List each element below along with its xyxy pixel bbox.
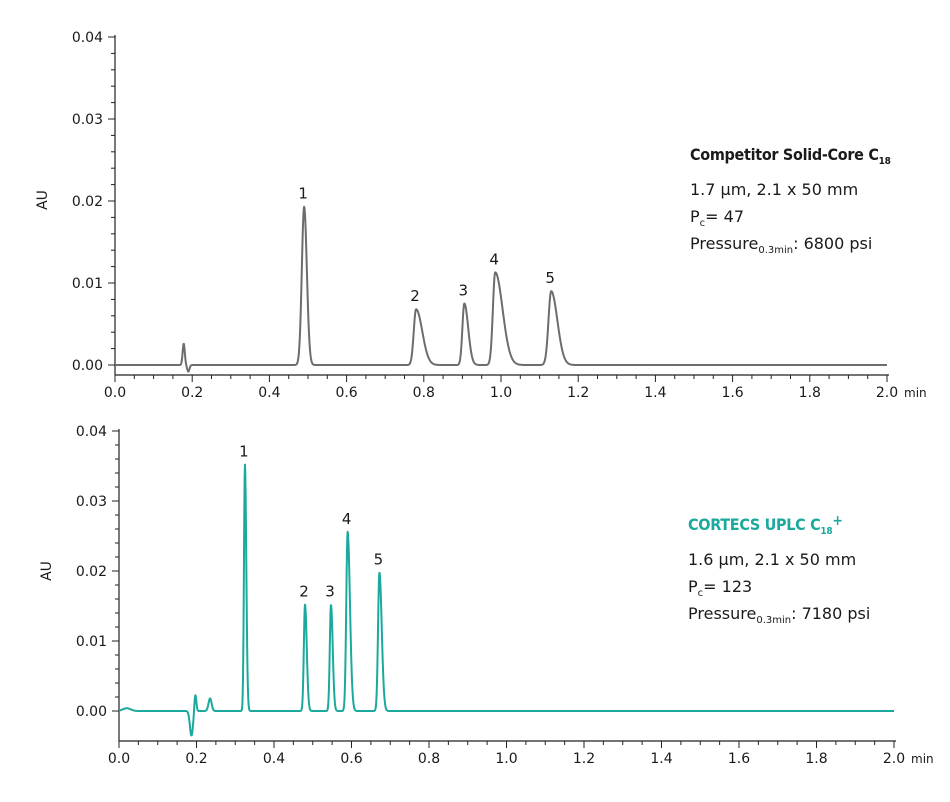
top-y-tick-label: 0.03 [72, 112, 103, 128]
top-x-tick-label: 0.8 [413, 385, 435, 401]
bottom-y-tick-label: 0.03 [76, 494, 107, 510]
top-pressure-value: : 6800 psi [793, 234, 873, 253]
top-x-tick-label: 1.0 [490, 385, 512, 401]
bottom-column-title: CORTECS UPLC C18+ [688, 511, 870, 538]
bottom-pressure: Pressure0.3min: 7180 psi [688, 600, 870, 627]
top-x-unit-label: min [904, 386, 927, 400]
bottom-column-title-suffix: + [832, 513, 843, 529]
bottom-x-tick-label: 2.0 [883, 751, 905, 767]
top-peak-label-3: 3 [459, 282, 469, 300]
bottom-y-tick-label: 0.02 [76, 564, 107, 580]
top-pc-symbol: P [690, 207, 700, 226]
bottom-peak-label-5: 5 [374, 550, 384, 568]
top-x-tick-label: 2.0 [876, 385, 898, 401]
top-x-tick-label: 0.4 [258, 385, 280, 401]
top-pressure-label: Pressure [690, 234, 759, 253]
bottom-column-title-main: CORTECS UPLC C [688, 515, 821, 534]
top-pc-value: = 47 [705, 207, 745, 226]
top-x-tick-label: 0.0 [104, 385, 126, 401]
bottom-peak-label-3: 3 [325, 583, 335, 601]
top-chromatogram-trace [114, 205, 888, 373]
top-pc-sub: c [699, 218, 706, 229]
bottom-x-tick-label: 0.0 [108, 751, 130, 767]
bottom-chromatogram-trace [118, 463, 895, 737]
bottom-x-tick-label: 1.2 [573, 751, 595, 767]
bottom-x-tick-label: 0.2 [185, 751, 207, 767]
bottom-chromatogram-panel: 0.04 0.03 0.02 0.01 0.00 0.0 0.2 0.4 0.6 0.8 1.0 1.… [39, 424, 934, 767]
bottom-y-tick-label: 0.04 [76, 424, 107, 440]
bottom-x-tick-label: 1.6 [728, 751, 750, 767]
top-y-tick-label: 0.00 [72, 358, 103, 374]
top-peak-label-5: 5 [545, 269, 555, 287]
top-y-tick-label: 0.01 [72, 276, 103, 292]
top-y-tick-label: 0.02 [72, 194, 103, 210]
top-peak-label-2: 2 [410, 287, 420, 305]
bottom-column-title-sub: 18 [820, 526, 833, 537]
top-x-tick-label: 1.6 [721, 385, 743, 401]
top-x-tick-label: 1.4 [644, 385, 666, 401]
bottom-peak-label-2: 2 [299, 583, 309, 601]
top-pressure: Pressure0.3min: 6800 psi [690, 230, 891, 257]
top-chromatogram-panel: 0.04 0.03 0.02 0.01 0.000.0 0.2 0.4 0.6 0.8 1.0 1.… [35, 30, 927, 401]
bottom-x-tick-label: 0.4 [263, 751, 285, 767]
bottom-x-tick-label: 1.0 [495, 751, 517, 767]
top-particle-dimensions: 1.7 µm, 2.1 x 50 mm [690, 180, 859, 199]
bottom-x-tick-label: 1.8 [805, 751, 827, 767]
top-x-tick-label: 0.6 [335, 385, 357, 401]
top-x-tick-label: 1.8 [799, 385, 821, 401]
top-x-tick-label: 0.2 [181, 385, 203, 401]
bottom-y-axis-label: AU [39, 561, 55, 581]
top-pressure-sub: 0.3min [758, 245, 794, 256]
bottom-particle-dimensions: 1.6 µm, 2.1 x 50 mm [688, 550, 857, 569]
bottom-panel-info: CORTECS UPLC C18+ 1.6 µm, 2.1 x 50 mm Pc… [688, 511, 870, 627]
top-x-tick-label: 1.2 [567, 385, 589, 401]
bottom-pressure-label: Pressure [688, 604, 757, 623]
top-peak-label-1: 1 [298, 185, 308, 203]
bottom-x-tick-label: 1.4 [650, 751, 672, 767]
bottom-peak-label-1: 1 [239, 443, 249, 461]
top-peak-label-4: 4 [489, 250, 499, 268]
bottom-pressure-value: : 7180 psi [791, 604, 871, 623]
top-y-tick-label: 0.04 [72, 30, 103, 46]
bottom-x-tick-label: 0.6 [340, 751, 362, 767]
bottom-peak-capacity: Pc= 123 [688, 573, 870, 600]
bottom-peak-label-4: 4 [342, 510, 352, 528]
bottom-y-tick-label: 0.01 [76, 634, 107, 650]
bottom-pc-sub: c [697, 588, 704, 599]
top-y-axis-label: AU [35, 190, 51, 210]
top-column-title-main: Competitor Solid-Core C [690, 145, 879, 164]
bottom-pc-symbol: P [688, 577, 698, 596]
top-column-title: Competitor Solid-Core C18 [690, 141, 891, 168]
bottom-pressure-sub: 0.3min [756, 615, 792, 626]
bottom-y-tick-label: 0.00 [76, 704, 107, 720]
top-panel-info: Competitor Solid-Core C18 1.7 µm, 2.1 x … [690, 141, 891, 257]
top-peak-capacity: Pc= 47 [690, 203, 891, 230]
bottom-pc-value: = 123 [703, 577, 753, 596]
bottom-x-unit-label: min [911, 752, 934, 766]
bottom-x-tick-label: 0.8 [418, 751, 440, 767]
top-column-title-sub: 18 [878, 156, 891, 167]
